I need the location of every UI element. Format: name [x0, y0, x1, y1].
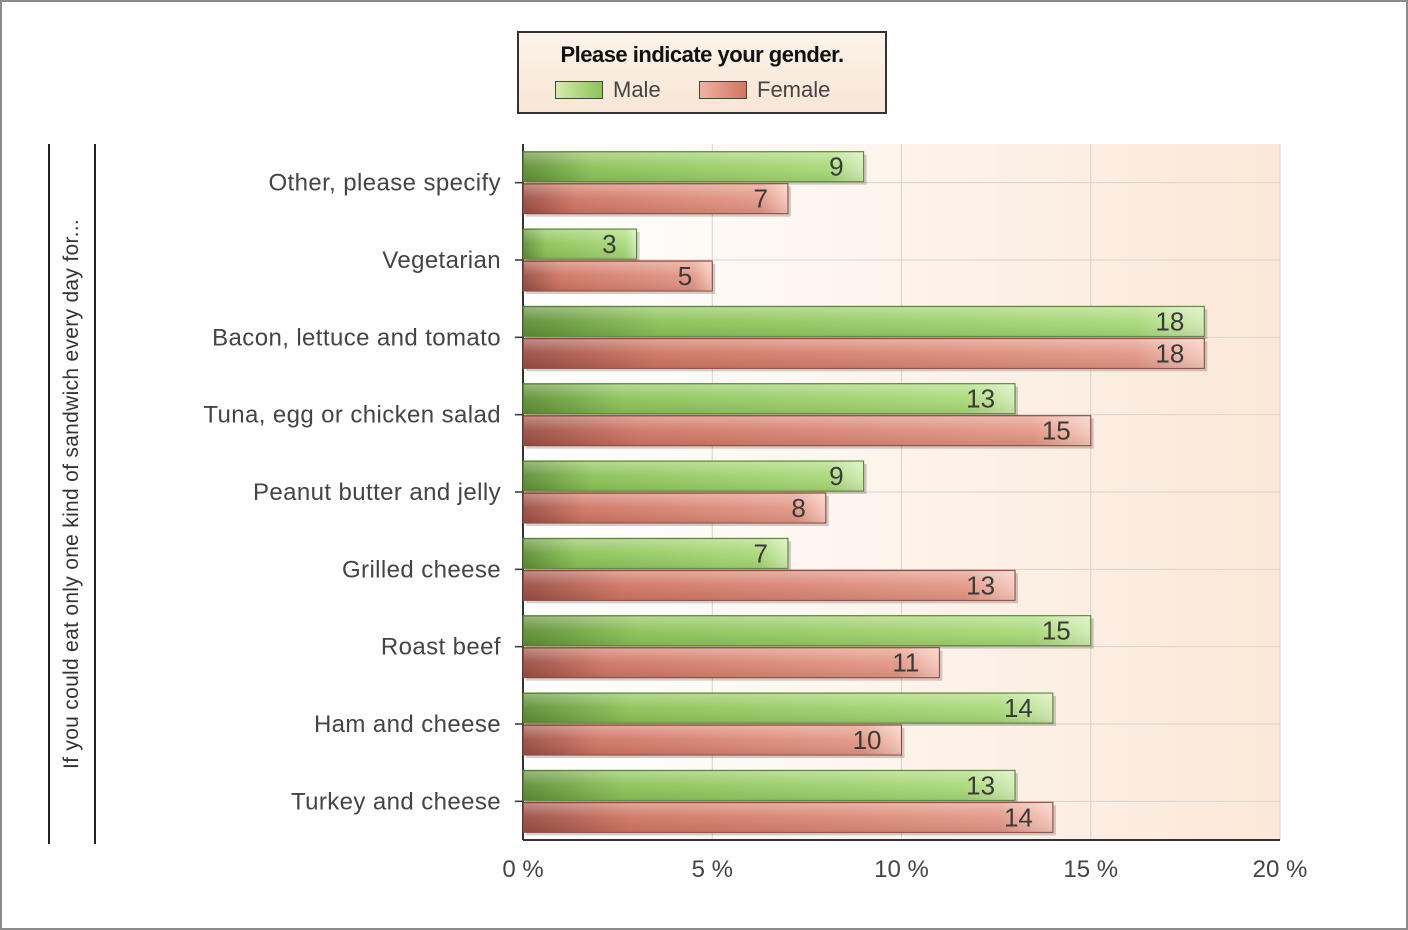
- legend-swatch-female: [699, 81, 747, 99]
- category-label: Ham and cheese: [314, 711, 501, 738]
- value-label-male: 18: [1155, 306, 1184, 336]
- value-label-male: 13: [966, 384, 995, 414]
- bar-highlight-female: [524, 571, 1015, 600]
- value-label-female: 7: [753, 184, 767, 214]
- category-label: Bacon, lettuce and tomato: [212, 324, 501, 351]
- bar-highlight-male: [524, 771, 1015, 800]
- category-label: Peanut butter and jelly: [253, 479, 501, 506]
- x-tick-label: 10 %: [874, 856, 929, 883]
- value-label-male: 15: [1042, 616, 1071, 646]
- legend-swatch-male: [555, 81, 603, 99]
- bar-highlight-male: [524, 694, 1052, 722]
- bar-highlight-male: [524, 307, 1204, 336]
- bar-highlight-female: [524, 416, 1090, 445]
- legend-item-male: Male: [555, 77, 661, 103]
- value-label-male: 13: [966, 770, 995, 800]
- value-label-female: 5: [678, 261, 692, 291]
- bar-highlight-male: [524, 384, 1015, 413]
- bar-highlight-female: [524, 184, 787, 213]
- y-axis-title-box: If you could eat only one kind of sandwi…: [48, 144, 96, 844]
- category-label: Vegetarian: [382, 247, 501, 274]
- bar-highlight-male: [524, 230, 636, 258]
- bar-highlight-male: [524, 152, 863, 181]
- category-label: Other, please specify: [268, 170, 501, 197]
- x-tick-label: 0 %: [502, 856, 543, 883]
- bar-highlight-female: [524, 262, 712, 290]
- x-tick-label: 5 %: [692, 856, 733, 883]
- bar-highlight-female: [524, 803, 1052, 832]
- bar-highlight-female: [524, 494, 825, 522]
- category-label: Roast beef: [381, 634, 501, 661]
- bar-highlight-male: [524, 539, 787, 568]
- bar-highlight-female: [524, 339, 1204, 368]
- legend-item-female: Female: [699, 77, 830, 103]
- bar-highlight-male: [524, 462, 863, 490]
- legend-title: Please indicate your gender.: [560, 42, 844, 67]
- x-tick-label: 15 %: [1063, 856, 1118, 883]
- value-label-male: 9: [829, 152, 843, 182]
- bar-highlight-male: [524, 616, 1090, 645]
- legend-label-male: Male: [613, 77, 661, 102]
- category-label: Grilled cheese: [342, 556, 501, 583]
- bar-highlight-female: [524, 726, 901, 754]
- value-label-male: 14: [1004, 693, 1033, 723]
- value-label-female: 14: [1004, 802, 1033, 832]
- category-label: Turkey and cheese: [291, 788, 501, 815]
- value-label-female: 18: [1155, 338, 1184, 368]
- legend-label-female: Female: [757, 77, 831, 102]
- value-label-female: 8: [791, 493, 805, 523]
- value-label-male: 7: [753, 538, 767, 568]
- value-label-female: 10: [853, 725, 882, 755]
- value-label-female: 15: [1042, 416, 1071, 446]
- x-tick-label: 20 %: [1253, 856, 1308, 883]
- value-label-male: 3: [602, 229, 616, 259]
- value-label-female: 13: [966, 570, 995, 600]
- category-label: Tuna, egg or chicken salad: [203, 402, 501, 429]
- bar-highlight-female: [524, 648, 939, 677]
- value-label-female: 11: [892, 648, 919, 678]
- legend: Please indicate your gender. Male Female: [517, 31, 887, 114]
- value-label-male: 9: [829, 461, 843, 491]
